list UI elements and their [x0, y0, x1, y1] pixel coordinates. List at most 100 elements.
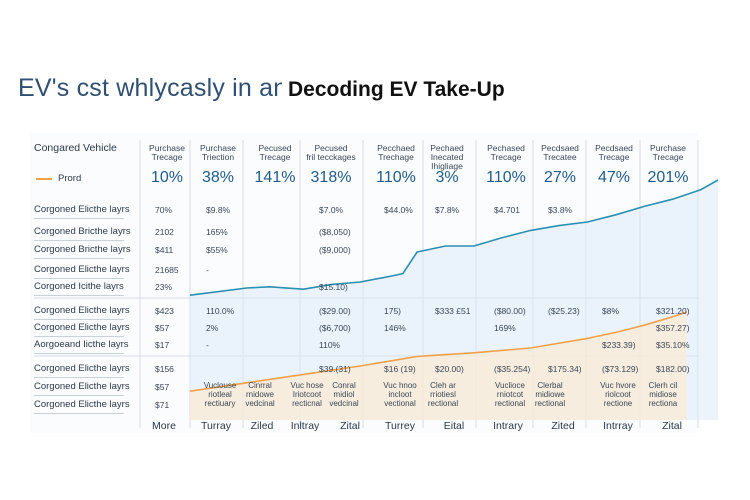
column-percentage: 201% [647, 169, 689, 186]
x-tick-label: Inltray [290, 420, 320, 432]
table-cell: $182.00) [656, 364, 690, 374]
bottom-note: Vuclouse riotleal rectiuary [203, 381, 237, 408]
row-label: Corgoned Icithe layrs [34, 281, 124, 292]
row-label: Corgoned Bricthe layrs [34, 244, 131, 255]
column-percentage: 318% [310, 169, 352, 186]
row-label: Corgoned Elicthe layrs [34, 381, 130, 392]
left-column-heading: Congared Vehicle [34, 142, 117, 154]
row-label: Aorgoeand Iicthe layrs [34, 339, 129, 350]
x-tick-label: Ziled [250, 420, 274, 432]
table-cell: $35.10% [656, 340, 690, 350]
table-cell: $4.701 [494, 205, 520, 215]
table-cell: $57 [155, 323, 170, 333]
table-cell: $44.0% [384, 205, 413, 215]
table-cell: $3.8% [548, 205, 573, 215]
row-divider [34, 336, 124, 337]
column-percentage: 27% [543, 169, 577, 186]
table-cell: 169% [494, 323, 516, 333]
x-tick-label: Turray [201, 420, 231, 432]
table-cell: 110.0% [206, 306, 235, 316]
column-header: Purchase Triection [200, 143, 236, 162]
table-cell: $7.8% [435, 205, 460, 215]
table-cell: 175) [384, 306, 402, 316]
row-divider [34, 319, 124, 320]
row-divider [34, 413, 124, 414]
table-cell: $7.0% [319, 205, 344, 215]
series-line-orange [189, 311, 688, 392]
bottom-note: Cinrral rnidowe vedcinal [245, 381, 275, 408]
row-label: Corgoned Elicthe layrs [34, 399, 130, 410]
bottom-note: Vuc hose Iriotcoot recticnal [290, 381, 324, 408]
bottom-note: Conral midiol vedcinal [329, 381, 359, 408]
row-divider [34, 218, 124, 219]
bottom-note: Vuc hvore riolcoot rectione [600, 381, 636, 408]
column-percentage: 110% [486, 169, 526, 186]
table-cell: $233.39) [602, 340, 636, 350]
column-percentage: 110% [376, 169, 416, 186]
table-cell: - [206, 265, 209, 275]
table-cell: $71 [155, 400, 170, 410]
table-cell: $9.8% [206, 205, 231, 215]
table-cell: $423 [155, 306, 174, 316]
column-header: Pechaed Inecated Ihigliage [430, 143, 464, 171]
row-divider [34, 395, 124, 396]
row-divider [34, 258, 124, 259]
x-tick-label: Eital [443, 420, 465, 432]
row-label: Corgoned Bricthe layrs [34, 226, 131, 237]
x-tick-label: Zited [551, 420, 575, 432]
table-cell: ($29.00) [319, 306, 351, 316]
legend-swatch [36, 178, 52, 180]
x-tick-label: Zital [662, 420, 682, 432]
x-tick-label: Zital [340, 420, 360, 432]
table-cell: $16 (19) [384, 364, 416, 374]
column-header: Pechased Trecage [487, 143, 525, 162]
x-tick-label: Intrray [603, 420, 633, 432]
table-cell: ($9,000) [319, 245, 351, 255]
row-label: Corgoned Elicthe layrs [34, 264, 130, 275]
table-cell: ($80.00) [494, 306, 526, 316]
table-cell: $39.(31) [319, 364, 351, 374]
bottom-note: Vuclioce rniotcot rectional [494, 381, 526, 408]
table-cell: 146% [384, 323, 406, 333]
table-cell: $411 [155, 245, 174, 255]
column-header: Purchase Trecage [149, 143, 185, 162]
table-cell: $8% [602, 306, 620, 316]
column-header: Pecdsaed Trecatee [541, 143, 579, 162]
table-cell: 165% [206, 227, 228, 237]
column-percentage: 38% [201, 169, 235, 186]
x-tick-label: Intrary [493, 420, 523, 432]
table-cell: $15.10) [319, 282, 348, 292]
bottom-note: Vuc hnoo incloot vectional [383, 381, 417, 408]
table-cell: ($25.23) [548, 306, 580, 316]
table-cell: $156 [155, 364, 174, 374]
row-divider [34, 295, 124, 296]
column-percentage: 3% [435, 169, 459, 186]
series-area-orange [190, 312, 687, 420]
table-cell: $321.20) [656, 306, 690, 316]
row-divider [34, 240, 124, 241]
table-cell: $17 [155, 340, 170, 350]
row-label: Corgoned Elicthe layrs [34, 204, 130, 215]
table-cell: 2102 [155, 227, 174, 237]
column-percentage: 47% [597, 169, 631, 186]
row-divider [34, 278, 124, 279]
row-label: Corgoned Elicthe layrs [34, 305, 130, 316]
column-header: Purchase Trecage [650, 143, 686, 162]
table-cell: 23% [155, 282, 173, 292]
table-cell: - [206, 340, 209, 350]
column-header: Pecused Trecage [258, 143, 292, 162]
column-header: Pecchaed Trechage [377, 143, 415, 162]
legend-label: Prord [58, 173, 82, 184]
table-cell: ($6,700) [319, 323, 351, 333]
table-cell: $333 £51 [435, 306, 471, 316]
table-cell: 2% [206, 323, 219, 333]
table-cell: ($73.129) [602, 364, 639, 374]
x-tick-label: More [152, 420, 176, 432]
x-tick-label: Turrey [385, 420, 415, 432]
table-cell: ($35.254) [494, 364, 531, 374]
table-cell: $20.00) [435, 364, 464, 374]
table-cell: $175.34) [548, 364, 582, 374]
bottom-note: Cleh ar rriotiesl rectional [427, 381, 459, 408]
table-cell: 110% [319, 340, 341, 350]
